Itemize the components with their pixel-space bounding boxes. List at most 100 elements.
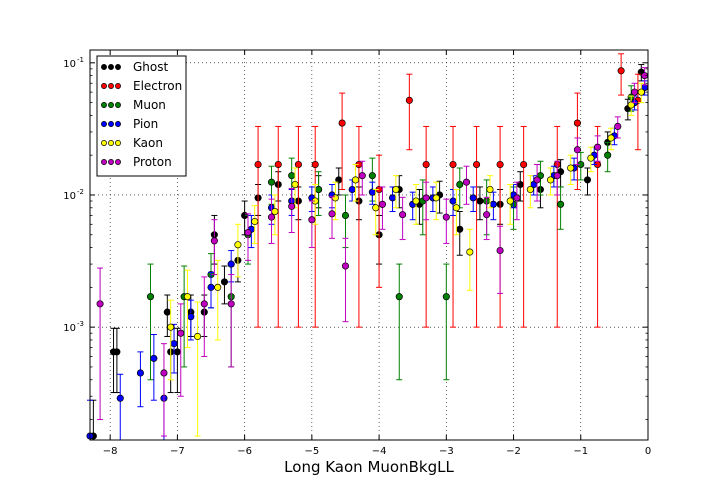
- data-point: [466, 248, 474, 256]
- data-point: [496, 246, 504, 255]
- data-point: [338, 119, 346, 127]
- series-pion: [86, 80, 649, 440]
- data-point: [442, 293, 450, 301]
- data-point: [604, 151, 612, 159]
- legend-item-ghost: Ghost: [101, 60, 168, 74]
- legend-marker: [108, 102, 114, 108]
- data-point: [227, 300, 235, 308]
- data-point: [587, 154, 595, 162]
- data-point: [496, 160, 504, 169]
- legend-marker: [108, 64, 114, 70]
- legend-label: Muon: [133, 98, 166, 112]
- data-point: [513, 194, 521, 202]
- data-point: [244, 228, 252, 237]
- data-point: [331, 194, 339, 202]
- data-point: [328, 210, 336, 218]
- data-point: [546, 176, 555, 184]
- data-point: [311, 160, 319, 169]
- data-point: [583, 176, 592, 184]
- data-point: [267, 213, 276, 221]
- legend-marker: [115, 140, 121, 146]
- y-tick-label: 10: [63, 59, 76, 70]
- data-point: [456, 180, 464, 189]
- data-point: [288, 202, 296, 210]
- data-point: [442, 213, 450, 221]
- data-point: [294, 160, 302, 169]
- data-point: [220, 278, 229, 286]
- legend-item-pion: Pion: [101, 117, 158, 131]
- data-point: [288, 172, 296, 180]
- axes-frame: [89, 49, 649, 441]
- data-point: [200, 300, 208, 308]
- data-point: [234, 241, 242, 249]
- series-proton: [96, 67, 649, 437]
- x-axis: −8 −7 −6 −5 −4 −3 −2 −1 0: [103, 50, 651, 457]
- data-point: [462, 178, 471, 186]
- data-point: [177, 329, 185, 337]
- data-point: [449, 197, 457, 205]
- data-point: [617, 67, 625, 75]
- data-point: [506, 197, 514, 205]
- data-point: [308, 216, 316, 224]
- data-point: [422, 160, 430, 169]
- data-point: [607, 134, 615, 142]
- data-point: [254, 160, 262, 169]
- data-point: [469, 194, 477, 202]
- data-point: [167, 323, 175, 331]
- data-point: [116, 394, 124, 402]
- data-point: [526, 185, 534, 194]
- y-tick-label: 10: [63, 191, 76, 202]
- data-point: [267, 178, 276, 186]
- legend-label: Kaon: [133, 136, 163, 150]
- data-point: [456, 225, 464, 233]
- series-electron: [254, 53, 642, 328]
- data-point: [315, 185, 323, 194]
- data-point: [372, 204, 380, 212]
- data-point: [187, 313, 195, 321]
- data-point: [194, 332, 202, 341]
- legend-marker: [115, 159, 121, 165]
- x-tick-label: −5: [304, 446, 319, 457]
- y-tick-label: 10: [63, 323, 76, 334]
- legend-item-muon: Muon: [101, 98, 166, 112]
- data-point: [214, 283, 222, 291]
- data-point: [173, 348, 181, 356]
- data-point: [422, 194, 430, 202]
- data-point: [378, 200, 386, 208]
- legend-marker: [101, 64, 107, 70]
- legend: Ghost Electron Muon Pion Kaon Proton: [96, 55, 187, 177]
- legend-marker: [101, 102, 107, 108]
- data-point: [210, 237, 218, 245]
- data-point: [412, 197, 420, 205]
- data-point: [533, 176, 541, 184]
- data-point: [473, 160, 481, 169]
- legend-label: Proton: [133, 155, 172, 169]
- data-point: [573, 146, 581, 154]
- legend-marker: [108, 159, 114, 165]
- data-point: [553, 172, 561, 180]
- legend-label: Electron: [133, 79, 182, 93]
- data-point: [183, 293, 192, 301]
- data-point: [136, 369, 144, 377]
- legend-marker: [115, 102, 121, 108]
- data-point: [573, 119, 581, 127]
- y-axis: 10-310-210-1: [63, 56, 648, 420]
- y-tick-exponent: -1: [77, 56, 84, 64]
- data-point: [271, 207, 279, 216]
- legend-item-proton: Proton: [101, 155, 172, 169]
- data-point: [399, 211, 407, 219]
- x-tick-label: −6: [237, 446, 252, 457]
- data-point: [594, 143, 602, 151]
- data-point: [483, 211, 491, 219]
- data-point: [388, 194, 397, 202]
- data-point: [489, 200, 497, 208]
- legend-marker: [101, 83, 107, 89]
- legend-marker: [115, 121, 121, 127]
- data-point: [170, 340, 178, 348]
- y-tick-exponent: -3: [77, 320, 84, 328]
- plot-area: [86, 53, 649, 440]
- data-point: [348, 185, 356, 194]
- data-point: [341, 211, 350, 219]
- legend-item-electron: Electron: [101, 79, 182, 93]
- data-point: [567, 164, 575, 172]
